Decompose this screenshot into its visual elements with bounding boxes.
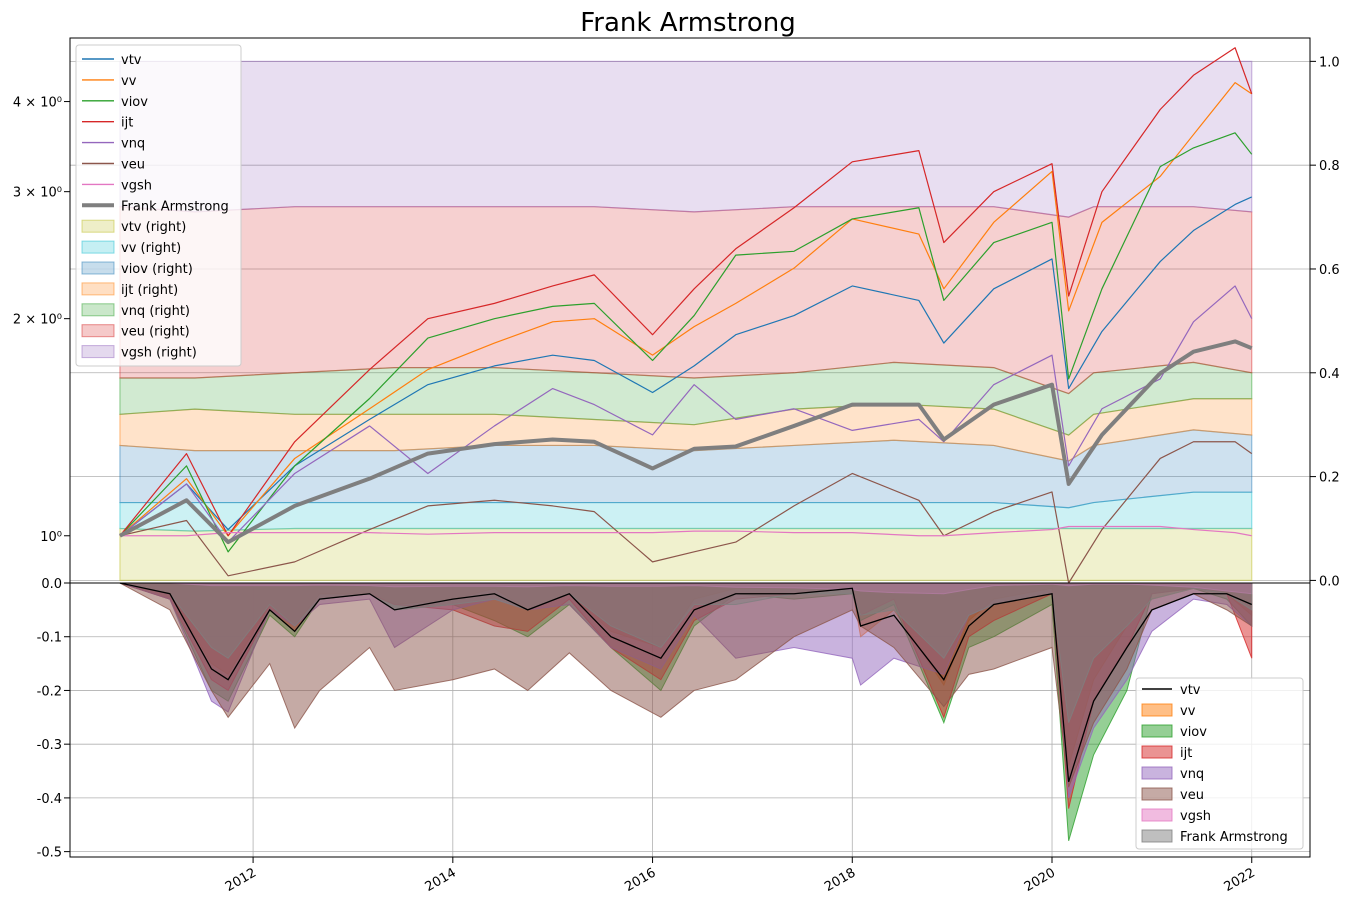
right-tick-label-0-6: 0.6 [1319, 263, 1340, 278]
area-vv-right [119, 491, 1253, 532]
x-tick-label-2014: 2014 [423, 865, 459, 895]
line-vnq [119, 285, 1253, 543]
top-legend-box [75, 44, 242, 367]
dd-legend-label-vgsh: vgsh [1180, 809, 1211, 824]
left-tick-label-10: 10⁰ [40, 530, 62, 545]
line-ijt [119, 47, 1253, 537]
legend-swatch-vgsh-right [81, 345, 115, 359]
right-tick-label-0-8: 0.8 [1319, 159, 1340, 174]
x-tick-label-2016: 2016 [622, 865, 658, 895]
top-panel-axes: 10⁰ 2 × 10⁰ 3 × 10⁰ 4 × 10⁰ 0.0 0.2 0.4 0.6 0.8 1… [13, 37, 1340, 589]
dd-legend-swatch-vgsh [1141, 808, 1173, 822]
price-series-lines [118, 47, 1253, 584]
line-frank-armstrong [118, 339, 1253, 545]
legend-label-viov-right: viov (right) [121, 262, 193, 277]
left-tick-label-4-10: 4 × 10⁰ [13, 96, 62, 111]
dd-legend-label-vtv: vtv [1180, 683, 1201, 698]
dd-legend-label-veu: veu [1180, 788, 1204, 803]
dd-legend-swatch-vv [1141, 703, 1173, 717]
legend-label-vtv: vtv [121, 53, 142, 68]
right-tick-label-0-2: 0.2 [1319, 471, 1340, 486]
right-tick-label-0-0: 0.0 [1319, 574, 1340, 589]
left-tick-label-2-10: 2 × 10⁰ [13, 313, 62, 328]
dd-tick-label-0-5: -0.5 [37, 846, 62, 861]
right-tick-label-0-4: 0.4 [1319, 367, 1340, 382]
bottom-plot-frame [69, 582, 1311, 858]
dd-legend-swatch-veu [1141, 787, 1173, 801]
top-panel-legend: vtv vv viov ijt vnq veu vgsh Frank Armstrong vtv… [75, 44, 242, 367]
drawdown-area-frank-armstrong [119, 582, 1253, 723]
legend-label-veu-right: veu (right) [121, 325, 190, 340]
area-vgsh-right [119, 60, 1253, 218]
dd-tick-label-0-4: -0.4 [37, 792, 62, 807]
area-veu-right [119, 206, 1253, 395]
legend-swatch-vtv-right [81, 219, 115, 233]
line-viov [119, 132, 1253, 553]
legend-swatch-vv-right [81, 240, 115, 254]
legend-label-vv: vv [121, 74, 137, 89]
line-vtv [119, 196, 1252, 537]
line-vgsh [119, 525, 1252, 537]
legend-label-vgsh-right: vgsh (right) [121, 346, 197, 361]
chart-title: Frank Armstrong [580, 8, 796, 38]
dd-tick-label-0-2: -0.2 [37, 684, 62, 699]
legend-label-vnq-right: vnq (right) [121, 304, 190, 319]
bottom-legend-box [1135, 677, 1304, 850]
dd-legend-swatch-ijt [1141, 745, 1173, 759]
dd-legend-swatch-frank-armstrong [1141, 829, 1173, 843]
line-veu [119, 441, 1253, 584]
legend-label-vtv-right: vtv (right) [121, 220, 186, 235]
drawdown-area-fills [119, 582, 1253, 842]
dd-legend-label-vv: vv [1180, 704, 1196, 719]
drawdown-lines [119, 582, 1253, 782]
x-tick-label-2020: 2020 [1022, 865, 1058, 895]
dd-legend-label-vnq: vnq [1180, 767, 1204, 782]
dd-legend-swatch-viov [1141, 724, 1173, 738]
dd-tick-label-0-1: -0.1 [37, 631, 62, 646]
right-tick-label-1-0: 1.0 [1319, 55, 1340, 70]
dd-tick-label-0-3: -0.3 [37, 738, 62, 753]
legend-label-ijt-right: ijt (right) [121, 283, 178, 298]
dd-legend-label-ijt: ijt [1180, 746, 1192, 761]
legend-label-frank-armstrong: Frank Armstrong [121, 199, 229, 214]
legend-label-ijt: ijt [121, 116, 133, 131]
legend-label-vgsh: vgsh [121, 178, 152, 193]
legend-swatch-veu-right [81, 324, 115, 338]
x-tick-label-2012: 2012 [223, 865, 259, 895]
drawdown-area-veu [119, 582, 1253, 788]
legend-label-veu: veu [121, 158, 145, 173]
legend-label-vnq: vnq [121, 137, 145, 152]
line-vv [119, 81, 1253, 537]
allocation-area-fills [119, 60, 1253, 582]
legend-swatch-vnq-right [81, 303, 115, 317]
legend-label-viov: viov [121, 95, 148, 110]
dd-tick-label-0-0: 0.0 [41, 577, 62, 592]
x-tick-label-2018: 2018 [822, 865, 858, 895]
dd-legend-label-frank-armstrong: Frank Armstrong [1180, 830, 1288, 845]
left-tick-label-3-10: 3 × 10⁰ [13, 186, 62, 201]
area-vnq-right [119, 361, 1253, 436]
legend-swatch-viov-right [81, 261, 115, 275]
drawdown-line-vtv [119, 582, 1253, 782]
legend-label-vv-right: vv (right) [121, 241, 181, 256]
bottom-panel-legend: vtv vv viov ijt vnq veu vgsh Frank Armstrong [1135, 677, 1304, 850]
x-tick-label-2022: 2022 [1222, 865, 1258, 895]
top-panel-grid [70, 60, 1310, 581]
dd-legend-label-viov: viov [1180, 725, 1207, 740]
dd-legend-swatch-vnq [1141, 766, 1173, 780]
legend-swatch-ijt-right [81, 282, 115, 296]
